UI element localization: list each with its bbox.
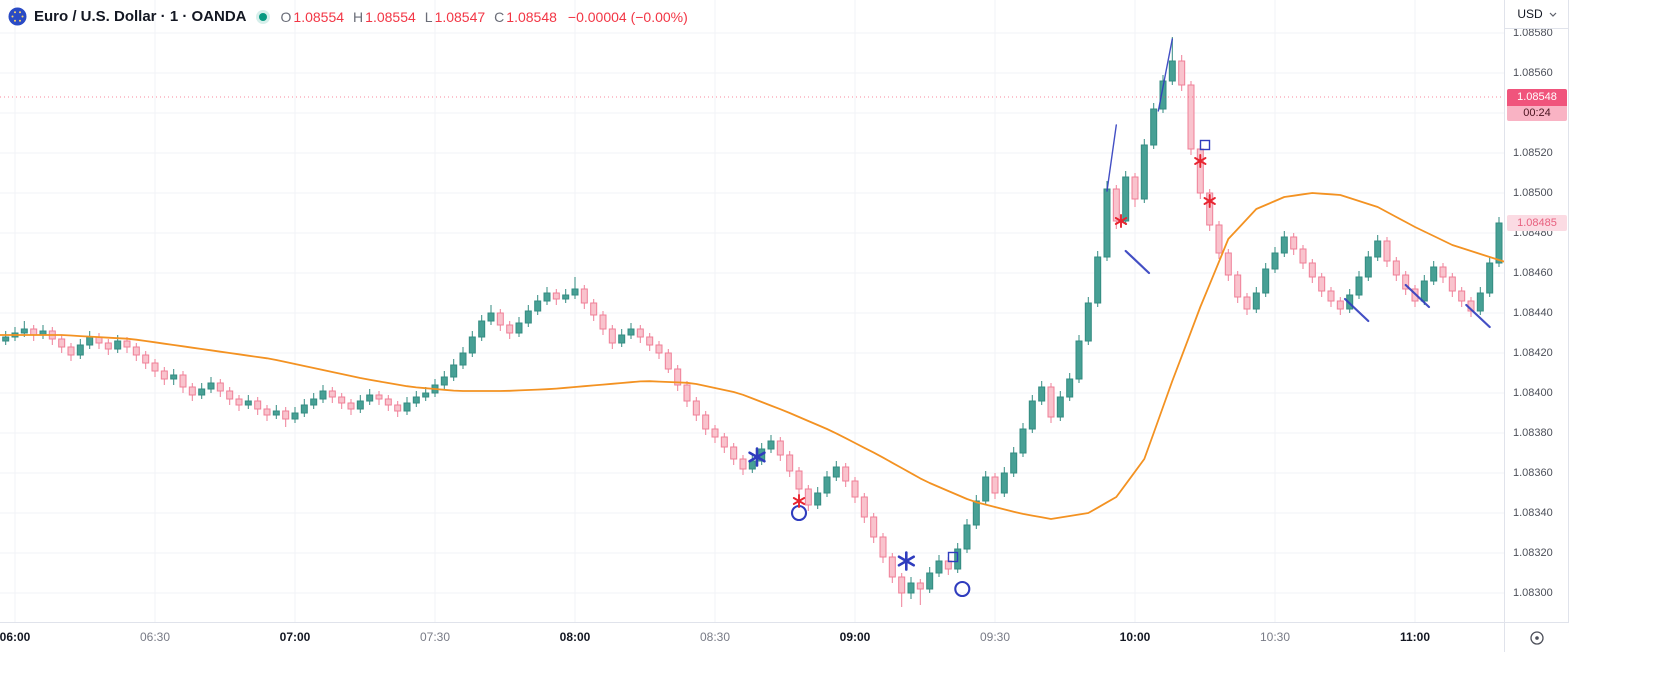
price-chart-canvas[interactable] bbox=[0, 0, 1504, 622]
trend-segment[interactable] bbox=[1157, 38, 1174, 112]
high-value: 1.08554 bbox=[365, 8, 416, 25]
blue-square-marker[interactable] bbox=[947, 551, 959, 563]
price-axis-label: 1.08320 bbox=[1513, 547, 1553, 559]
price-axis-label: 1.08420 bbox=[1513, 347, 1553, 359]
chart-legend[interactable]: Euro / U.S. Dollar · 1 · OANDA O 1.08554 … bbox=[8, 7, 688, 26]
red-star-marker[interactable] bbox=[1194, 154, 1207, 168]
price-axis-label: 1.08360 bbox=[1513, 467, 1553, 479]
current-price-value: 1.08548 bbox=[1507, 89, 1567, 106]
chevron-down-icon bbox=[1549, 12, 1557, 17]
trend-segment[interactable] bbox=[1404, 283, 1431, 309]
open-label: O bbox=[280, 8, 292, 25]
price-axis-label: 1.08380 bbox=[1513, 427, 1553, 439]
ma-line[interactable] bbox=[0, 192, 1504, 520]
secondary-price-label: 1.08485 bbox=[1507, 215, 1567, 231]
currency-label: USD bbox=[1517, 7, 1543, 21]
market-status-dot bbox=[258, 12, 267, 21]
symbol-title[interactable]: Euro / U.S. Dollar · 1 · OANDA bbox=[34, 8, 247, 25]
low-label: L bbox=[424, 8, 433, 25]
price-axis-label: 1.08300 bbox=[1513, 587, 1553, 599]
price-axis-label: 1.08580 bbox=[1513, 27, 1553, 39]
target-icon[interactable] bbox=[1529, 630, 1545, 646]
current-price-badge: 1.08548 00:24 bbox=[1507, 89, 1567, 121]
blue-asterisk-marker[interactable] bbox=[748, 447, 766, 467]
trend-segment[interactable] bbox=[1106, 124, 1118, 192]
price-axis-label: 1.08500 bbox=[1513, 187, 1553, 199]
time-axis-label: 07:00 bbox=[279, 630, 311, 644]
ohlc-readout: O 1.08554 H 1.08554 L 1.08547 C 1.08548 −0.0… bbox=[281, 9, 688, 25]
price-axis[interactable]: 1.08548 00:24 1.08485 USD 1.08580 1.08560… bbox=[1504, 0, 1569, 622]
gridlines bbox=[0, 0, 1504, 622]
trend-segment[interactable] bbox=[1465, 303, 1491, 329]
time-axis-label: 09:00 bbox=[839, 630, 871, 644]
red-star-marker[interactable] bbox=[1114, 214, 1128, 228]
change-value: −0.00004 (−0.00%) bbox=[567, 8, 688, 25]
trend-segment[interactable] bbox=[1343, 297, 1370, 323]
close-value: 1.08548 bbox=[506, 8, 557, 25]
time-axis-label: 06:30 bbox=[139, 630, 171, 644]
open-value: 1.08554 bbox=[293, 8, 345, 25]
low-value: 1.08547 bbox=[434, 8, 486, 25]
time-axis-label: 10:00 bbox=[1119, 630, 1151, 644]
price-axis-label: 1.08520 bbox=[1513, 147, 1553, 159]
time-axis-label: 11:00 bbox=[1399, 630, 1431, 644]
price-axis-label: 1.08440 bbox=[1513, 307, 1553, 319]
time-axis-label: 06:00 bbox=[0, 630, 31, 644]
blue-circle-marker[interactable] bbox=[954, 580, 971, 598]
price-axis-label: 1.08560 bbox=[1513, 67, 1553, 79]
signal-markers bbox=[748, 38, 1491, 598]
time-axis[interactable]: 06:00 06:30 07:00 07:30 08:00 08:30 09:00 09:30… bbox=[0, 622, 1504, 652]
close-label: C bbox=[494, 8, 505, 25]
red-star-marker[interactable] bbox=[792, 494, 806, 508]
price-axis-label: 1.08460 bbox=[1513, 267, 1553, 279]
red-star-marker[interactable] bbox=[1203, 194, 1216, 208]
bar-countdown: 00:24 bbox=[1507, 106, 1567, 121]
price-axis-label: 1.08400 bbox=[1513, 387, 1553, 399]
blue-square-marker[interactable] bbox=[1199, 139, 1211, 151]
time-axis-label: 08:00 bbox=[559, 630, 591, 644]
trend-segment[interactable] bbox=[1124, 249, 1151, 275]
currency-unit-button[interactable]: USD bbox=[1505, 0, 1569, 29]
time-axis-label: 09:30 bbox=[979, 630, 1011, 644]
price-axis-label: 1.08340 bbox=[1513, 507, 1553, 519]
panel-right-edge bbox=[1568, 0, 1569, 652]
time-axis-label: 08:30 bbox=[699, 630, 731, 644]
time-axis-label: 10:30 bbox=[1259, 630, 1291, 644]
blue-asterisk-marker[interactable] bbox=[897, 551, 916, 571]
axis-corner bbox=[1504, 622, 1569, 652]
time-axis-label: 07:30 bbox=[419, 630, 451, 644]
candles-layer[interactable] bbox=[0, 37, 1503, 607]
high-label: H bbox=[353, 8, 364, 25]
symbol-logo-icon bbox=[8, 7, 27, 26]
